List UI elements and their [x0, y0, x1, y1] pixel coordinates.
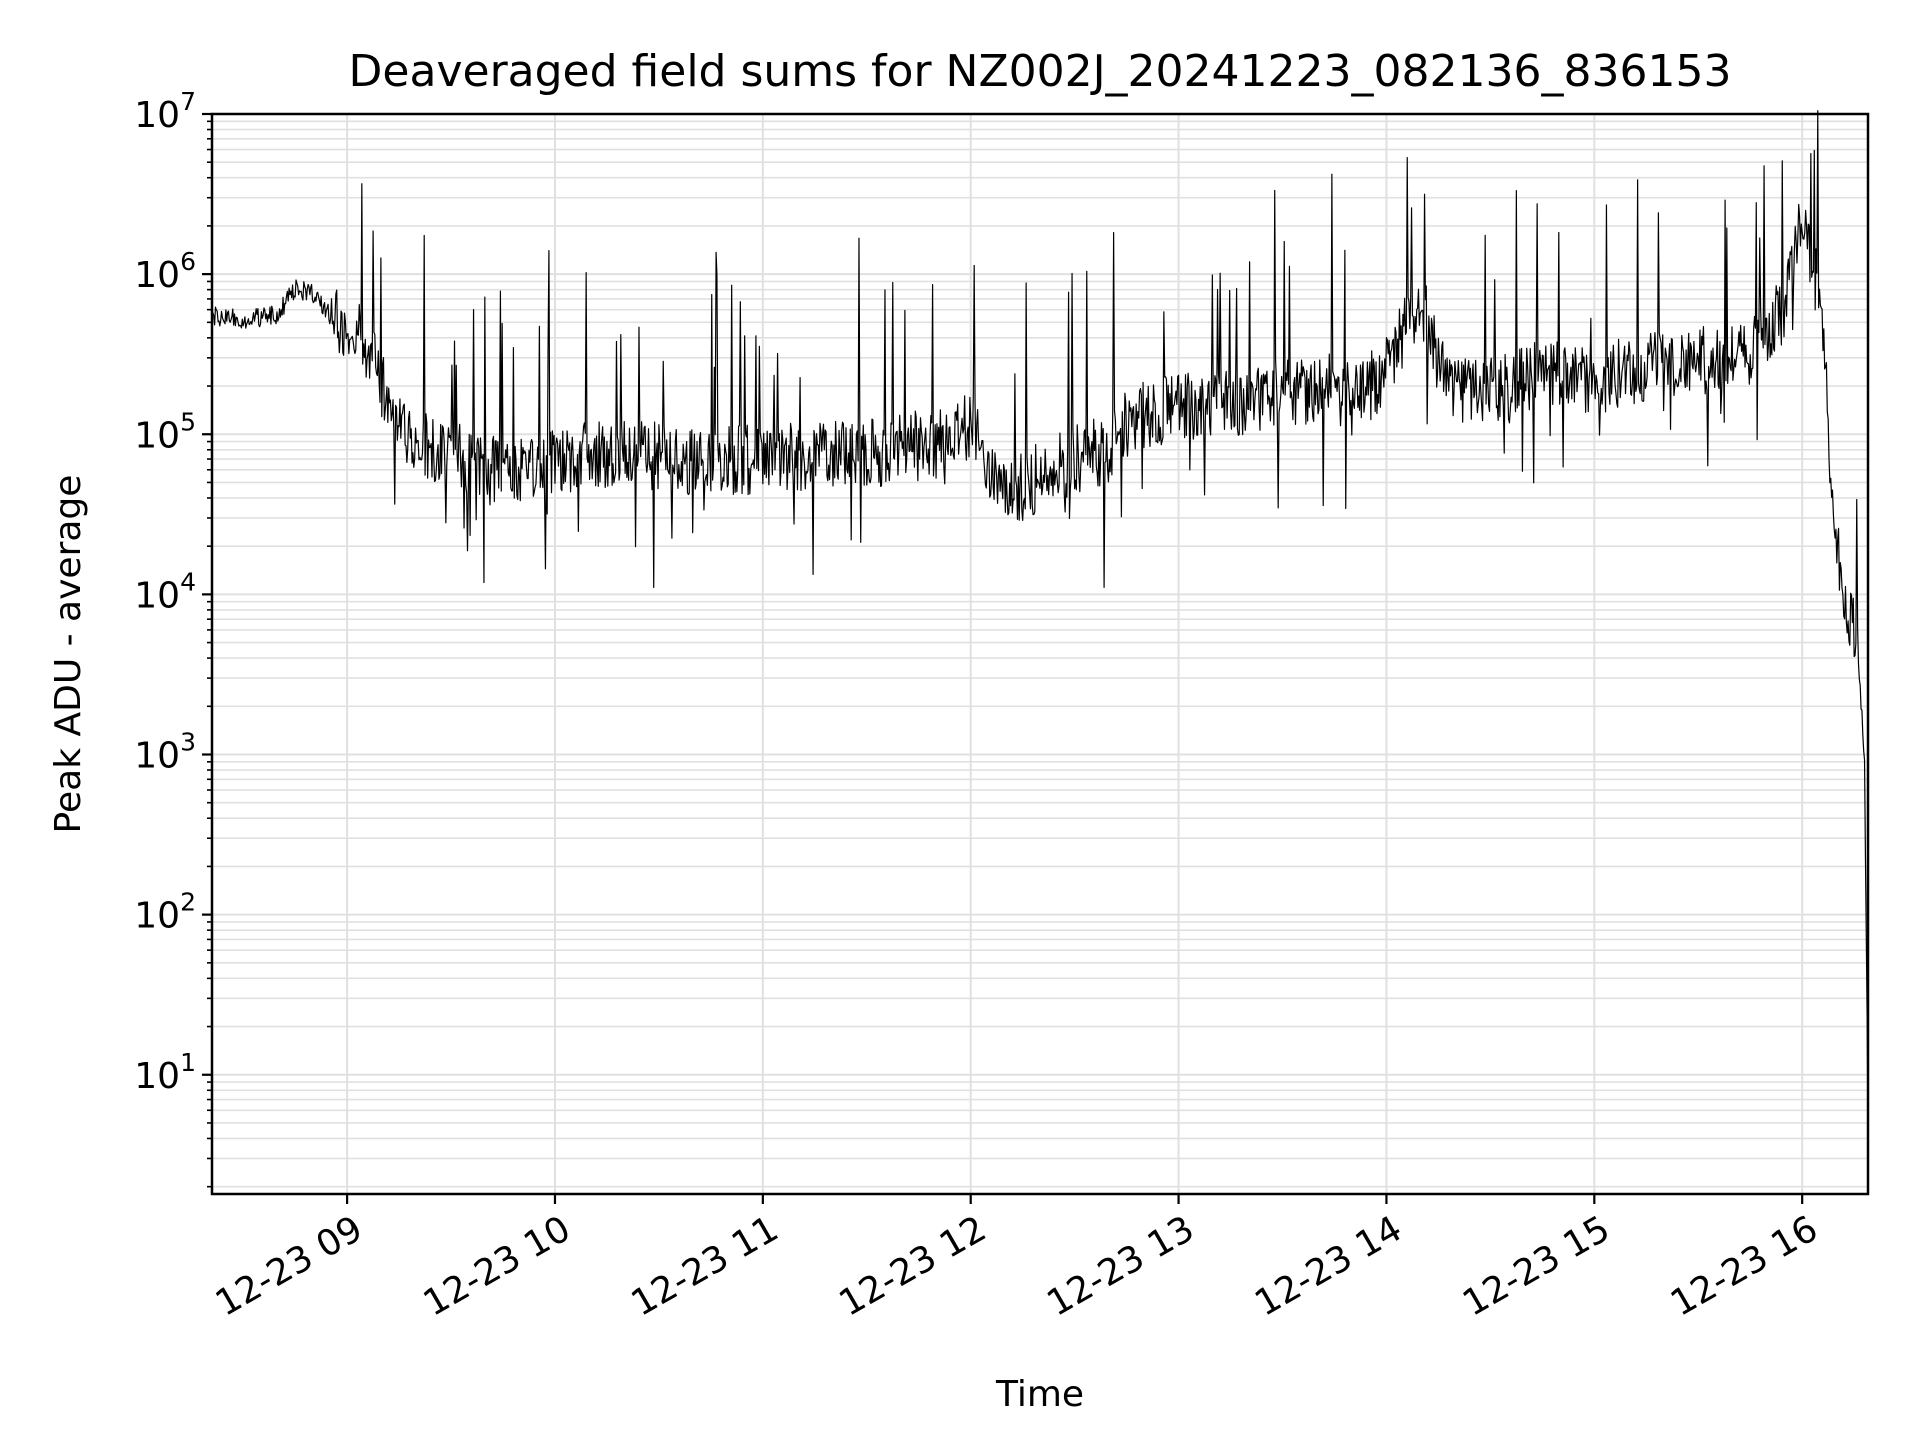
grid [212, 113, 1868, 1194]
y-tick-label: 103 [134, 728, 196, 777]
y-tick-label: 104 [134, 567, 196, 616]
y-tick-label: 102 [134, 888, 196, 937]
series-line [211, 110, 1869, 1123]
y-tick-label: 106 [134, 247, 196, 296]
series-layer [211, 110, 1869, 1123]
plot-frame [210, 112, 1870, 1196]
y-tick-label: 105 [134, 407, 196, 456]
chart-title: Deaveraged field sums for NZ002J_2024122… [349, 46, 1732, 97]
y-axis: 101 102 103 104 105 106 107 [134, 87, 212, 1188]
x-axis-label: Time [995, 1374, 1084, 1415]
y-tick-label: 107 [134, 87, 196, 136]
y-tick-label: 101 [134, 1048, 196, 1097]
y-axis-label: Peak ADU - average [48, 475, 89, 834]
